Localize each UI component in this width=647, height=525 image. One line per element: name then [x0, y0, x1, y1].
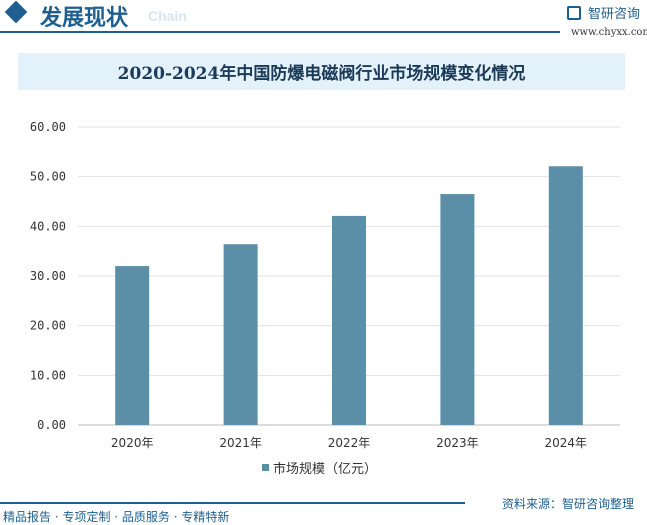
- x-tick-label: 2021年: [219, 436, 262, 450]
- section-subtitle: Chain: [148, 8, 187, 24]
- x-tick-label: 2022年: [328, 436, 371, 450]
- y-tick-label: 60.00: [30, 120, 66, 134]
- bar: [440, 194, 475, 425]
- header-divider: [0, 31, 560, 33]
- y-tick-label: 40.00: [30, 219, 66, 233]
- chart-title: 2020-2024年中国防爆电磁阀行业市场规模变化情况: [18, 53, 625, 90]
- brand-url: www.chyxx.com: [571, 27, 647, 38]
- y-tick-label: 50.00: [30, 170, 66, 184]
- legend-swatch: [262, 464, 269, 471]
- footer-divider: [0, 502, 465, 504]
- y-tick-label: 0.00: [37, 418, 66, 432]
- y-tick-label: 10.00: [30, 368, 66, 382]
- bar: [332, 215, 366, 425]
- legend-label: 市场规模（亿元）: [273, 462, 378, 477]
- brand-name: 智研咨询: [588, 7, 641, 22]
- legend: 市场规模（亿元）: [262, 458, 377, 477]
- x-tick-label: 2020年: [111, 436, 154, 450]
- y-tick-label: 20.00: [30, 319, 66, 333]
- source-note: 资料来源：智研咨询整理: [502, 497, 635, 511]
- bar: [223, 244, 258, 425]
- section-title: 发展现状: [40, 6, 129, 31]
- y-tick-label: 30.00: [30, 269, 66, 283]
- x-tick-label: 2023年: [436, 436, 479, 450]
- footer-tagline: 精品报告 · 专项定制 · 品质服务 · 专精特新: [3, 510, 230, 524]
- bar: [548, 166, 583, 425]
- bar: [115, 266, 150, 425]
- x-tick-label: 2024年: [545, 436, 588, 450]
- brand-logo-icon: [567, 6, 581, 20]
